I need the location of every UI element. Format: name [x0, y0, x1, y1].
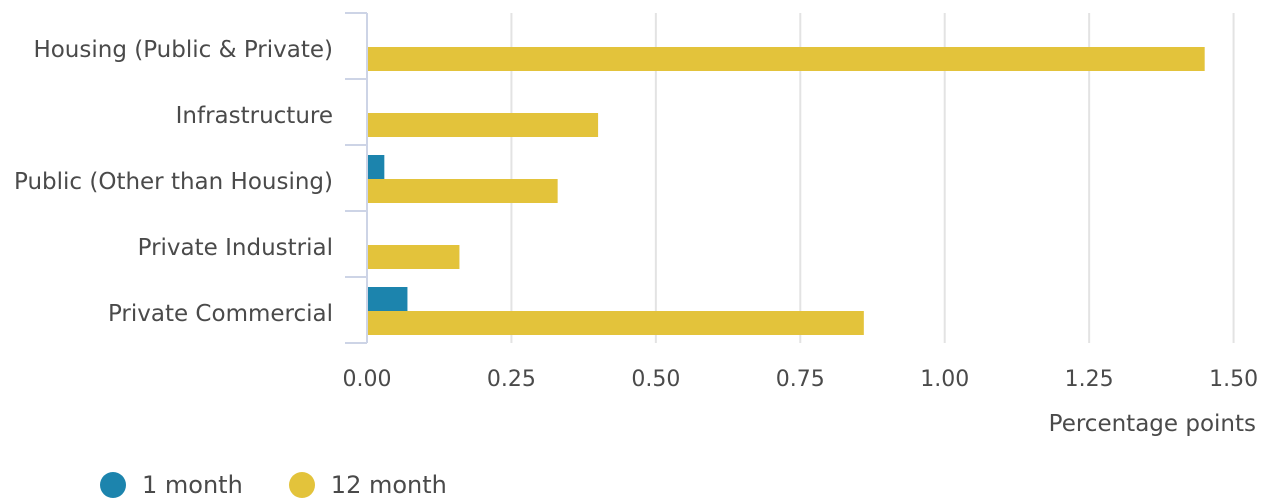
bar-1-month[interactable] — [368, 155, 385, 179]
legend-marker — [288, 472, 315, 498]
category-label: Private Industrial — [138, 235, 333, 261]
x-tick-label: 0.00 — [343, 367, 392, 392]
x-tick-label: 1.50 — [1209, 367, 1258, 392]
x-tick-label: 1.25 — [1065, 367, 1114, 392]
category-label: Infrastructure — [176, 103, 333, 129]
legend-item-1-month[interactable]: 1 month — [100, 471, 243, 499]
bars — [368, 47, 1205, 335]
x-tick-label: 0.75 — [776, 367, 825, 392]
legend-marker — [100, 472, 126, 498]
legend-label: 12 month — [330, 471, 447, 499]
category-label: Public (Other than Housing) — [14, 169, 333, 195]
category-axis — [345, 12, 368, 344]
legend: 1 month 12 month — [100, 468, 493, 502]
category-label: Private Commercial — [108, 301, 333, 327]
bar-12-month[interactable] — [368, 179, 558, 203]
bar-1-month[interactable] — [368, 287, 408, 311]
x-tick-label: 0.50 — [631, 367, 680, 392]
x-axis-title: Percentage points — [1049, 411, 1256, 437]
bar-12-month[interactable] — [368, 311, 864, 335]
x-tick-label: 0.25 — [487, 367, 536, 392]
category-label: Housing (Public & Private) — [33, 37, 333, 63]
x-tick-label: 1.00 — [920, 367, 969, 392]
category-labels: Housing (Public & Private) Infrastructure… — [14, 37, 333, 327]
tick-labels: 0.000.250.500.751.001.251.501.75 — [343, 367, 1259, 392]
bar-12-month[interactable] — [368, 245, 460, 269]
legend-label: 1 month — [142, 471, 243, 499]
legend-item-12-month[interactable]: 12 month — [288, 471, 447, 499]
bar-12-month[interactable] — [368, 47, 1205, 71]
bar-12-month[interactable] — [368, 113, 599, 137]
